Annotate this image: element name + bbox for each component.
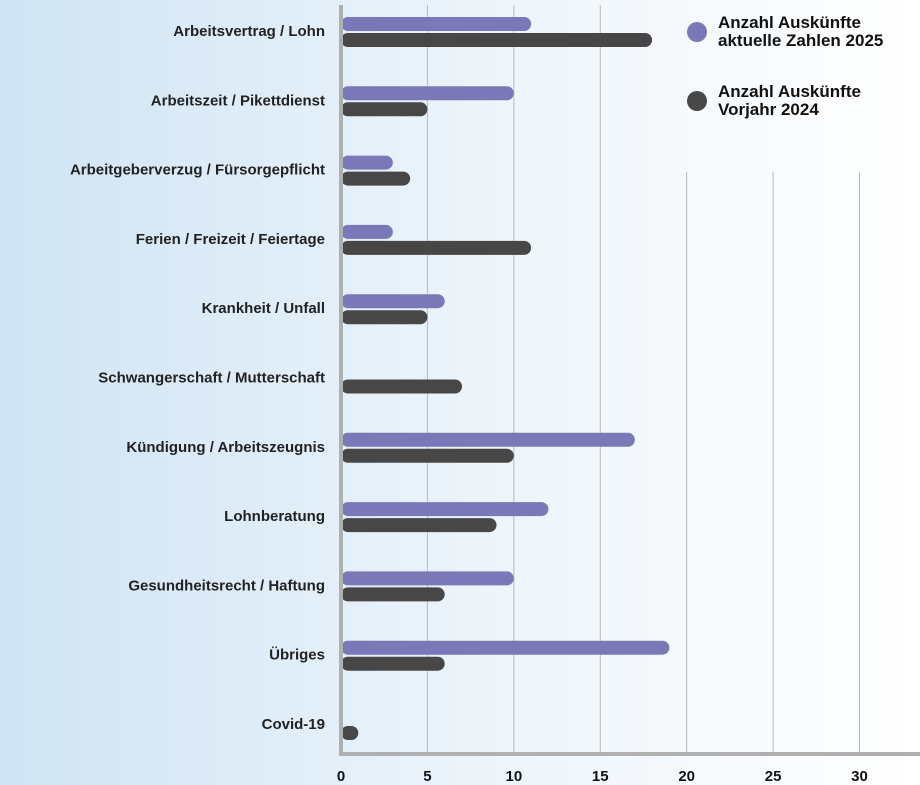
bar [341, 155, 393, 170]
bar [341, 518, 497, 533]
bar [341, 656, 445, 671]
category-label: Arbeitgeberverzug / Fürsorgepflicht [70, 162, 325, 179]
bar [341, 102, 428, 117]
bar [341, 294, 445, 309]
bar [341, 171, 411, 186]
x-tick-label: 30 [851, 768, 868, 785]
x-tick-label: 15 [592, 768, 609, 785]
legend-line: Vorjahr 2024 [718, 100, 819, 119]
category-label: Covid-19 [262, 716, 325, 733]
bar [341, 448, 514, 463]
legend-line: Anzahl Auskünfte [718, 13, 861, 32]
category-label: Lohnberatung [224, 508, 325, 525]
bar [341, 33, 653, 47]
x-tick-label: 0 [337, 768, 345, 785]
x-tick-label: 25 [765, 768, 782, 785]
legend-label: Anzahl Auskünfte aktuelle Zahlen 2025 [718, 13, 883, 50]
bar [341, 726, 359, 740]
category-label: Übriges [269, 647, 325, 664]
bar [341, 640, 670, 655]
x-tick-label: 5 [423, 768, 431, 785]
bar [341, 571, 514, 586]
legend-swatch [687, 91, 707, 111]
bar [341, 587, 445, 602]
category-label: Gesundheitsrecht / Haftung [128, 577, 325, 594]
x-tick-label: 20 [678, 768, 695, 785]
bar [341, 432, 635, 447]
legend-line: Anzahl Auskünfte [718, 82, 861, 101]
legend-label: Anzahl Auskünfte Vorjahr 2024 [718, 82, 861, 119]
bar [341, 240, 532, 255]
category-label: Arbeitsvertrag / Lohn [173, 23, 325, 40]
bar [341, 502, 549, 517]
bar [341, 17, 532, 31]
bar [341, 310, 428, 325]
category-label: Arbeitszeit / Pikettdienst [151, 92, 325, 109]
category-label: Kündigung / Arbeitszeugnis [126, 439, 325, 456]
bar [341, 379, 462, 394]
legend-swatch [687, 22, 707, 42]
category-label: Ferien / Freizeit / Feiertage [136, 231, 325, 248]
category-label: Schwangerschaft / Mutterschaft [98, 369, 325, 386]
bar [341, 86, 514, 101]
x-tick-label: 10 [505, 768, 522, 785]
legend-line: aktuelle Zahlen 2025 [718, 31, 883, 50]
bar [341, 224, 393, 239]
category-label: Krankheit / Unfall [202, 300, 325, 317]
